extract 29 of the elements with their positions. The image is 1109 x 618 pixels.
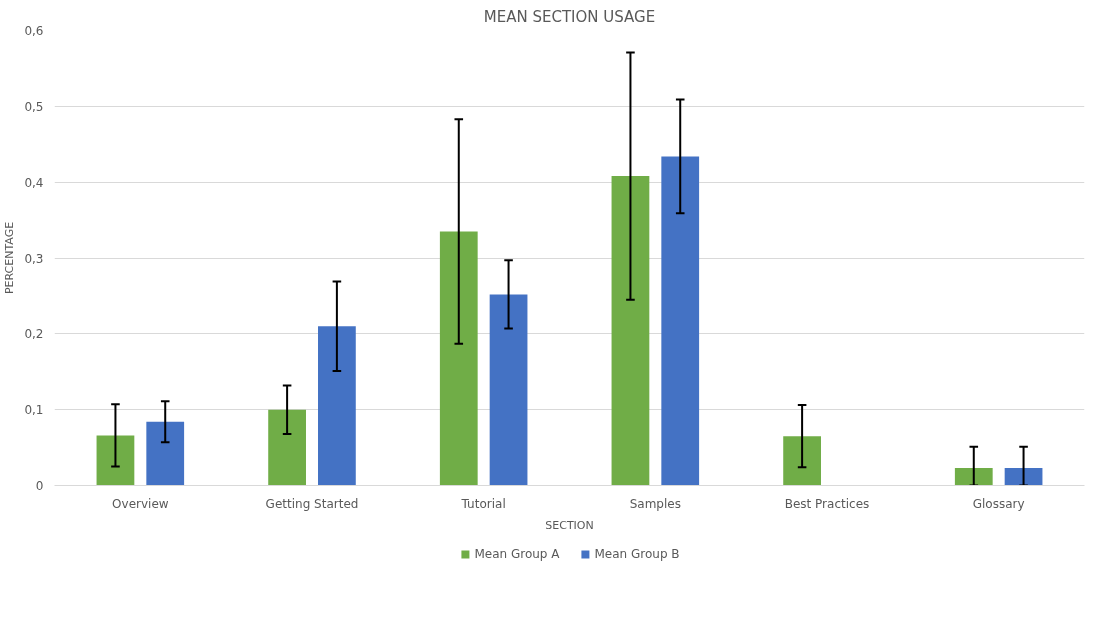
x-axis-title: SECTION [545, 518, 594, 532]
bar [489, 294, 528, 486]
y-tick-label: 0,4 [24, 175, 44, 190]
legend-label: Mean Group B [594, 547, 680, 561]
bar [783, 436, 821, 486]
y-tick-label: 0,3 [24, 251, 44, 266]
bar [439, 231, 478, 486]
x-tick-label: Getting Started [265, 496, 359, 511]
x-tick-label: Glossary [972, 496, 1025, 511]
bar [96, 435, 135, 486]
y-tick-label: 0,5 [24, 99, 44, 114]
x-tick-label: Best Practices [784, 496, 870, 511]
bar [661, 156, 700, 486]
bar [318, 326, 356, 486]
y-axis-title: PERCENTAGE [3, 221, 17, 295]
chart-title: MEAN SECTION USAGE [483, 7, 656, 26]
bar [954, 468, 993, 486]
legend-label: Mean Group A [474, 547, 560, 561]
y-tick-label: 0,2 [24, 327, 44, 342]
x-tick-label: Samples [629, 496, 681, 511]
x-tick-label: Overview [112, 496, 169, 511]
bar [146, 421, 185, 486]
y-tick-label: 0,6 [24, 24, 44, 38]
bar [611, 176, 650, 486]
y-tick-label: 0 [35, 479, 44, 493]
x-tick-label: Tutorial [460, 496, 506, 511]
y-tick-label: 0,1 [24, 403, 44, 418]
bar [268, 409, 306, 486]
bar [1004, 468, 1043, 486]
